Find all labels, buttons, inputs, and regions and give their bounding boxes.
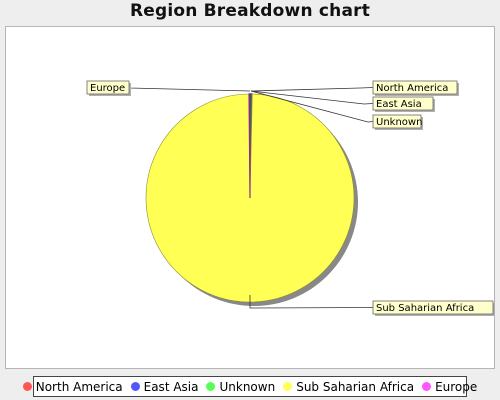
pie-label-leader-europe xyxy=(128,87,251,92)
pie-label-box-north-america xyxy=(372,80,458,95)
legend-swatch-unknown xyxy=(206,382,216,391)
pie-label-sub-saharian-africa: Sub Saharian Africa xyxy=(376,303,474,314)
pie-label-europe: Europe xyxy=(90,83,125,94)
pie-label-unknown: Unknown xyxy=(376,117,422,128)
legend-label-unknown: Unknown xyxy=(219,379,276,394)
legend-label-sub-saharian-africa: Sub Saharian Africa xyxy=(296,379,415,394)
legend-label-europe: Europe xyxy=(435,379,478,394)
pie-label-east-asia: East Asia xyxy=(376,99,422,110)
pie-label-box-europe xyxy=(86,80,130,95)
legend-label-east-asia: East Asia xyxy=(143,379,199,394)
pie-slice-europe[interactable] xyxy=(248,93,251,199)
pie-label-leader-east-asia xyxy=(250,90,374,105)
legend-label-north-america: North America xyxy=(35,379,123,394)
chart-legend: North America East Asia Unknown Sub Saharia… xyxy=(22,376,477,397)
legend-item-sub-saharian-africa: Sub Saharian Africa xyxy=(283,380,414,394)
legend-item-east-asia: East Asia xyxy=(130,379,199,394)
legend-swatch-north-america xyxy=(22,382,32,391)
pie-label-leader-sub-saharian-africa xyxy=(249,295,374,309)
legend-item-north-america: North America xyxy=(22,379,123,394)
legend-swatch-europe xyxy=(422,382,432,391)
pie-label-box-sub-saharian-africa xyxy=(372,300,494,315)
pie-label-north-america: North America xyxy=(376,83,448,94)
pie-label-leader-north-america xyxy=(250,87,374,92)
pie-label-leader-unknown xyxy=(250,90,374,123)
chart-title: Region Breakdown chart xyxy=(129,1,371,21)
legend-swatch-east-asia xyxy=(130,382,140,391)
legend-swatch-sub-saharian-africa xyxy=(283,382,293,391)
legend-item-europe: Europe xyxy=(422,380,477,394)
legend-item-unknown: Unknown xyxy=(206,380,275,394)
pie-label-box-unknown xyxy=(372,114,422,129)
pie-label-box-east-asia xyxy=(372,96,434,111)
